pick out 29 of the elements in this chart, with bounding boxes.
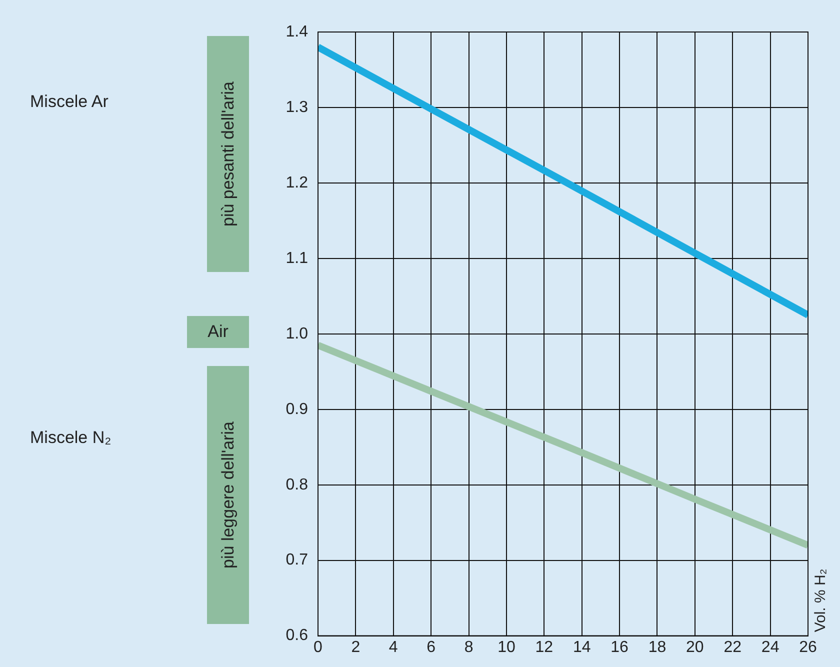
text: Miscele N₂ <box>30 428 112 448</box>
text: Vol. % H₂ <box>812 568 830 632</box>
x-tick-label: 22 <box>724 638 742 656</box>
y-tick-label: 1.4 <box>286 23 308 40</box>
text: più pesanti dell'aria <box>218 81 238 227</box>
y-tick-label: 1.0 <box>286 325 308 342</box>
x-tick-label: 0 <box>314 638 323 656</box>
x-tick-label: 2 <box>351 638 360 656</box>
y-tick-label: 1.1 <box>286 250 308 267</box>
y-tick-label: 0.8 <box>286 476 308 494</box>
x-tick-label: 14 <box>572 638 591 656</box>
y-tick-label: 0.7 <box>286 552 308 569</box>
x-tick-label: 18 <box>648 638 666 656</box>
x-tick-label: 10 <box>498 638 516 656</box>
x-tick-label: 4 <box>388 638 398 656</box>
x-tick-label: 16 <box>610 638 629 656</box>
x-tick-label: 24 <box>761 638 780 656</box>
text: Miscele Ar <box>30 92 108 112</box>
y-tick-label: 1.3 <box>286 98 308 116</box>
x-tick-label: 26 <box>799 638 817 656</box>
text: Air <box>187 316 249 348</box>
x-tick-label: 12 <box>535 638 554 656</box>
y-tick-label: 0.6 <box>286 627 308 644</box>
text: più leggere dell'aria <box>218 422 238 568</box>
y-tick-label: 1.2 <box>286 174 308 192</box>
y-tick-label: 0.9 <box>286 400 308 418</box>
x-tick-label: 8 <box>464 638 474 656</box>
x-tick-label: 6 <box>426 638 436 656</box>
x-tick-label: 20 <box>686 638 704 656</box>
